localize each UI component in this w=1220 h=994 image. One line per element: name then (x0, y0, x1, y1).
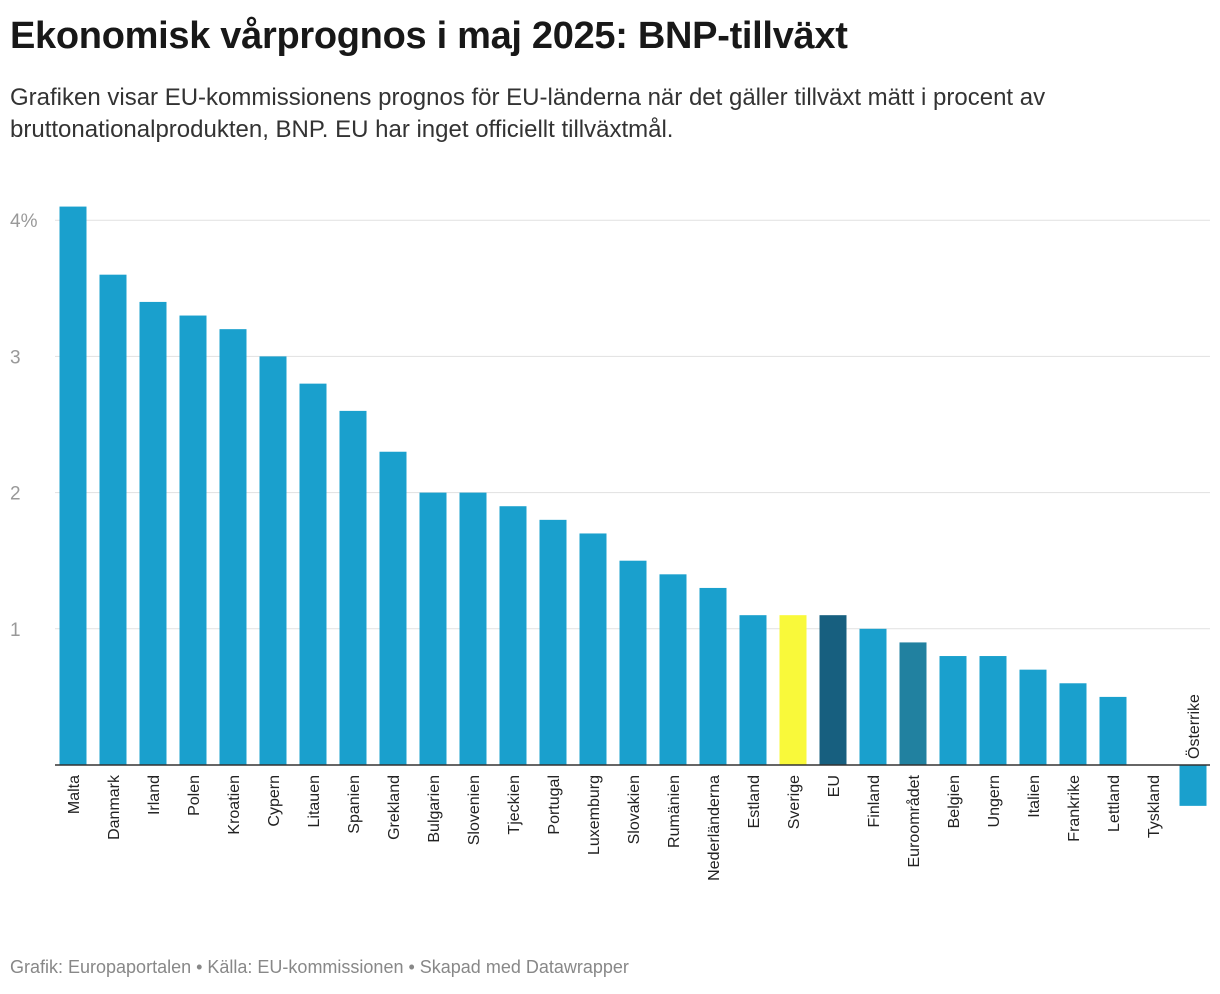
x-category-label: Frankrike (1066, 775, 1083, 842)
x-category-label: Luxemburg (586, 775, 603, 855)
bar-spanien (339, 410, 367, 765)
bar-eu (819, 615, 847, 765)
bar-malta (59, 206, 87, 765)
x-category-label: Malta (66, 775, 83, 814)
bar-litauen (299, 383, 327, 765)
x-category-label: Tjeckien (506, 775, 523, 835)
y-tick-label: 1 (10, 620, 21, 641)
x-category-label: Polen (186, 775, 203, 816)
bar-sverige (779, 615, 807, 765)
bar-chart: 4% 3 2 1 Malta Danmark Irland Polen Kroatien Cyp… (10, 206, 1210, 881)
bar-kroatien (219, 329, 247, 765)
x-category-label: EU (826, 775, 843, 797)
bar-grekland (379, 451, 407, 765)
bar-estland (739, 615, 767, 765)
x-category-label: Danmark (106, 774, 123, 840)
chart-subtitle: Grafiken visar EU-kommissionens prognos … (10, 84, 1046, 143)
bar-nederländerna (699, 587, 727, 765)
x-category-label: Spanien (346, 775, 363, 834)
bar-luxemburg (579, 533, 607, 765)
bar-euroområdet (899, 642, 927, 765)
x-category-label: Euroområdet (905, 774, 923, 867)
bar-cypern (259, 356, 287, 765)
x-category-label: Kroatien (226, 775, 243, 835)
x-category-label: Lettland (1106, 775, 1123, 832)
bar-portugal (539, 519, 567, 765)
bar-italien (1019, 669, 1047, 765)
x-category-label: Slovakien (626, 775, 643, 844)
x-category-label: Portugal (546, 775, 563, 835)
bar-österrike (1179, 765, 1207, 806)
bar-slovakien (619, 560, 647, 765)
x-category-label: Grekland (386, 775, 403, 840)
bar-bulgarien (419, 492, 447, 765)
x-category-label: Rumänien (666, 775, 683, 848)
bar-lettland (1099, 696, 1127, 765)
bar-tjeckien (499, 506, 527, 765)
bar-frankrike (1059, 683, 1087, 765)
x-category-label: Sverige (786, 775, 803, 829)
y-tick-label: 3 (10, 347, 21, 368)
x-category-label: Ungern (986, 775, 1003, 827)
bar-rumänien (659, 574, 687, 765)
x-category-label: Nederländerna (706, 775, 723, 881)
chart-title: Ekonomisk vårprognos i maj 2025: BNP-til… (10, 15, 848, 57)
y-tick-label: 2 (10, 484, 21, 505)
x-category-label: Belgien (946, 775, 963, 828)
bar-irland (139, 301, 167, 765)
x-category-label: Litauen (306, 775, 323, 828)
x-category-label: Slovenien (466, 775, 483, 845)
x-category-label: Italien (1026, 775, 1043, 818)
x-category-label: Tyskland (1146, 775, 1163, 838)
x-category-label: Cypern (266, 775, 283, 827)
bar-ungern (979, 656, 1007, 765)
bars (59, 206, 1207, 806)
bar-polen (179, 315, 207, 765)
category-labels: Malta Danmark Irland Polen Kroatien Cypern Lit… (66, 694, 1203, 881)
bar-slovenien (459, 492, 487, 765)
chart-footer: Grafik: Europaportalen • Källa: EU-kommi… (10, 957, 629, 977)
x-category-label: Finland (866, 775, 883, 827)
x-category-label: Estland (746, 775, 763, 828)
y-tick-label: 4% (10, 211, 38, 232)
bar-belgien (939, 656, 967, 765)
bar-danmark (99, 274, 127, 765)
bar-finland (859, 628, 887, 765)
x-category-label: Bulgarien (426, 775, 443, 843)
x-category-label: Irland (146, 775, 163, 815)
x-category-label: Österrike (1185, 694, 1203, 759)
